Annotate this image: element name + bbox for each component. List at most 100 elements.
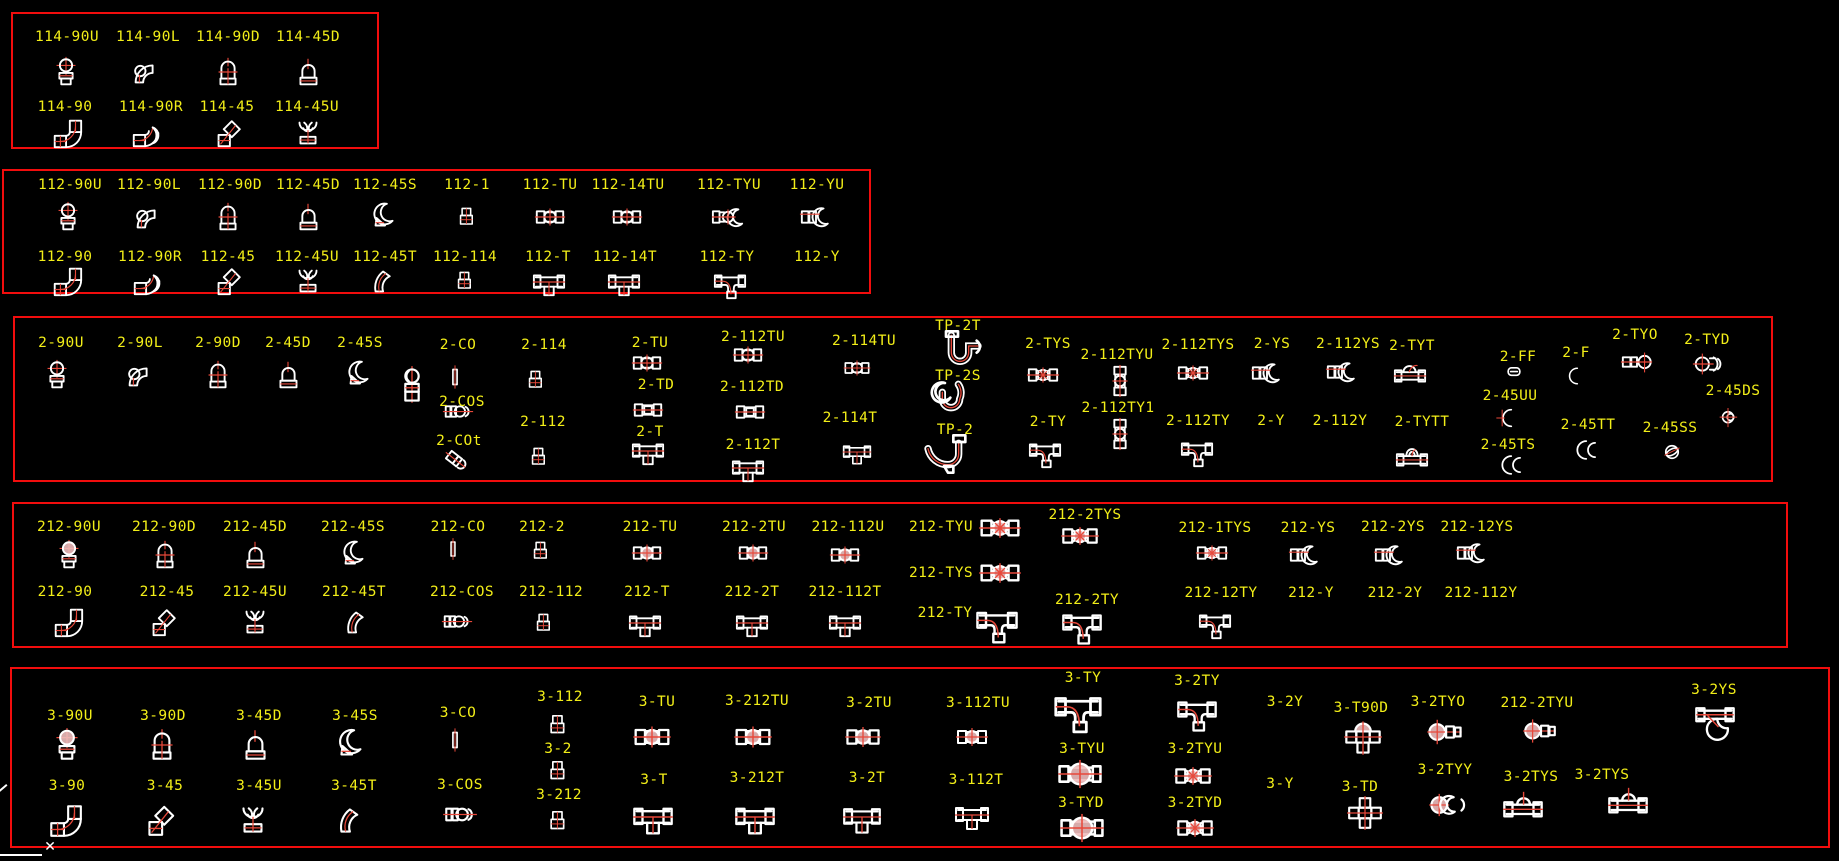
bend45t-icon[interactable]: [333, 801, 371, 839]
wye-icon[interactable]: [1262, 718, 1302, 758]
tyu-v-icon[interactable]: [1103, 417, 1137, 451]
union-icon[interactable]: [630, 536, 664, 570]
tee-wye-icon[interactable]: [975, 602, 1019, 646]
u-horns-icon[interactable]: [234, 801, 272, 839]
union-icon[interactable]: [842, 353, 872, 383]
tee-icon[interactable]: [842, 797, 882, 837]
ys-icon[interactable]: [1455, 536, 1489, 570]
tee-wye-icon[interactable]: [713, 267, 747, 301]
tys-icon[interactable]: [1026, 358, 1060, 392]
arch-icon[interactable]: [211, 55, 245, 89]
union-sq-icon[interactable]: [631, 393, 665, 427]
trap-s-icon[interactable]: [929, 379, 977, 427]
elbow90r-icon[interactable]: [130, 116, 164, 150]
union-icon[interactable]: [736, 536, 770, 570]
crescent-slope-icon[interactable]: [333, 726, 371, 764]
trap-p-icon[interactable]: [934, 330, 982, 378]
arch-icon[interactable]: [143, 726, 181, 764]
hub-pair-icon[interactable]: [542, 756, 572, 786]
tytt-icon[interactable]: [1395, 441, 1429, 475]
oty-icon[interactable]: [1425, 712, 1465, 752]
wye-icon[interactable]: [801, 268, 835, 302]
cot-icon[interactable]: [440, 444, 474, 478]
dome-icon[interactable]: [238, 538, 272, 572]
hub-pair-icon[interactable]: [452, 203, 480, 231]
circle-slash-icon[interactable]: [1657, 437, 1687, 467]
stack-union-icon[interactable]: [392, 365, 432, 405]
elbow-up-icon[interactable]: [52, 538, 86, 572]
wye-icon[interactable]: [1291, 608, 1325, 642]
cos-icon[interactable]: [440, 605, 474, 639]
tee-dome-icon[interactable]: [1607, 782, 1649, 824]
bend45-icon[interactable]: [211, 264, 245, 298]
tee-dome-icon[interactable]: [1502, 786, 1544, 828]
tys-icon[interactable]: [1060, 516, 1100, 556]
wye-icon[interactable]: [1456, 605, 1490, 639]
ys-icon[interactable]: [1250, 356, 1284, 390]
elbow90-icon[interactable]: [51, 605, 85, 639]
tys-icon[interactable]: [978, 506, 1022, 550]
tee-icon[interactable]: [628, 606, 662, 640]
elbow90-icon[interactable]: [50, 264, 84, 298]
tyy-icon[interactable]: [1427, 785, 1467, 825]
union-icon[interactable]: [828, 538, 862, 572]
union-icon[interactable]: [954, 719, 990, 755]
wye-icon[interactable]: [1326, 435, 1360, 469]
hub-pair-icon[interactable]: [524, 443, 552, 471]
crescent-icon[interactable]: [1561, 362, 1589, 390]
tyu-v-icon[interactable]: [1103, 364, 1137, 398]
ys-icon[interactable]: [799, 200, 833, 234]
union-icon[interactable]: [630, 346, 664, 380]
elbow90-icon[interactable]: [46, 801, 84, 839]
union-icon[interactable]: [610, 200, 644, 234]
tee-wye-icon[interactable]: [1180, 435, 1214, 469]
crescent-slope-icon[interactable]: [343, 358, 377, 392]
tys-icon[interactable]: [1176, 356, 1210, 390]
tys-icon[interactable]: [978, 551, 1022, 595]
u-horns-icon[interactable]: [291, 264, 325, 298]
cross-circle-icon[interactable]: [1343, 717, 1383, 757]
tee-icon[interactable]: [632, 796, 674, 838]
hub-pair-icon[interactable]: [450, 267, 478, 295]
tee-wye-icon[interactable]: [1028, 436, 1062, 470]
bend45-icon[interactable]: [141, 801, 179, 839]
tee-icon[interactable]: [631, 434, 665, 468]
tee-icon[interactable]: [731, 451, 765, 485]
tyd-icon[interactable]: [1691, 347, 1725, 381]
cos-icon[interactable]: [441, 796, 479, 834]
u-horns-icon[interactable]: [238, 605, 272, 639]
elbow90-icon[interactable]: [50, 116, 84, 150]
bar-icon[interactable]: [439, 535, 467, 563]
bar-icon[interactable]: [440, 725, 470, 755]
tyt-icon[interactable]: [1393, 358, 1427, 392]
ys-icon[interactable]: [1288, 538, 1322, 572]
crescent2-icon[interactable]: [1497, 449, 1529, 481]
crescent2-icon[interactable]: [1572, 434, 1604, 466]
tee-icon[interactable]: [735, 606, 769, 640]
union-icon[interactable]: [631, 716, 673, 758]
arch-icon[interactable]: [201, 358, 235, 392]
union-bigc-icon[interactable]: [1057, 751, 1103, 797]
wye-icon[interactable]: [1375, 605, 1409, 639]
hub-pair-icon[interactable]: [542, 710, 572, 740]
union-icon[interactable]: [843, 717, 883, 757]
tee-icon[interactable]: [532, 265, 566, 299]
trap-u-icon[interactable]: [924, 434, 972, 482]
arch-icon[interactable]: [211, 200, 245, 234]
bend45-icon[interactable]: [211, 116, 245, 150]
elbow-up-icon[interactable]: [48, 726, 86, 764]
tee-wye-icon[interactable]: [1198, 607, 1232, 641]
dome-icon[interactable]: [291, 200, 325, 234]
oty-icon[interactable]: [1521, 712, 1559, 750]
tyu-icon[interactable]: [711, 200, 745, 234]
tee-icon[interactable]: [954, 797, 990, 833]
cross-icon[interactable]: [1346, 794, 1384, 832]
union-icon[interactable]: [533, 200, 567, 234]
dome-icon[interactable]: [271, 358, 305, 392]
bend45-icon[interactable]: [146, 605, 180, 639]
tyo-icon[interactable]: [1620, 345, 1654, 379]
union-sq-icon[interactable]: [733, 395, 767, 429]
tee-wye-icon[interactable]: [1176, 692, 1218, 734]
hub-pair-icon[interactable]: [521, 366, 549, 394]
